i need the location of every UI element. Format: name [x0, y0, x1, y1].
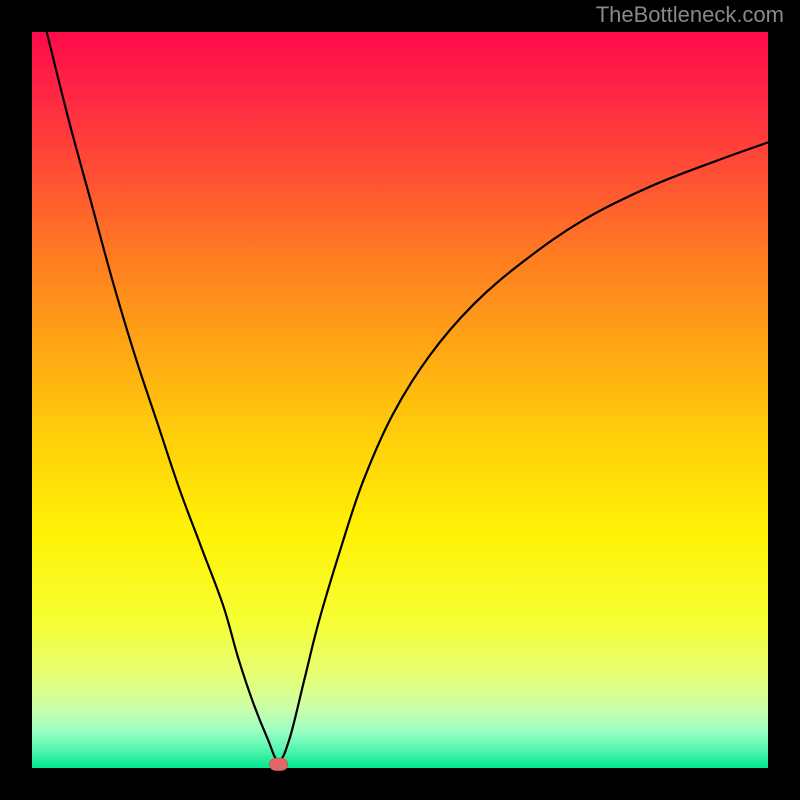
- minimum-marker: [270, 758, 288, 770]
- watermark: TheBottleneck.com: [596, 2, 784, 28]
- bottleneck-chart: [0, 0, 800, 800]
